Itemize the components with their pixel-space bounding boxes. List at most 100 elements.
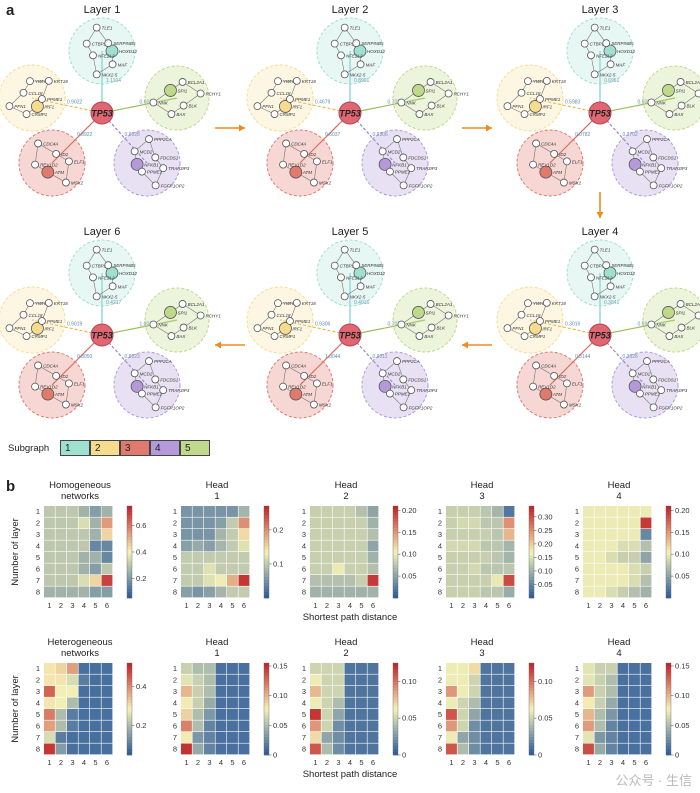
layer-title: Layer 2 xyxy=(332,4,369,16)
gene-node xyxy=(196,311,205,320)
gene-node xyxy=(647,98,656,107)
gene-node xyxy=(524,77,532,86)
heatmap-cell xyxy=(55,575,67,586)
colorbar-label: 0 xyxy=(273,751,277,760)
y-tick: 6 xyxy=(575,565,579,574)
heatmap-cell xyxy=(344,517,356,529)
gene-node xyxy=(44,298,53,307)
colorbar-label: 0.10 xyxy=(273,691,288,700)
heatmap-cell xyxy=(457,732,469,743)
gene-node xyxy=(412,306,425,319)
gene-node xyxy=(524,299,532,308)
gene-node xyxy=(38,95,46,103)
colorbar-label: 0.05 xyxy=(402,714,417,723)
heatmap-cell xyxy=(90,506,101,517)
gene-label: ATM xyxy=(302,170,312,175)
gene-label: TLE1 xyxy=(102,248,113,253)
colorbar-label: 0.20 xyxy=(675,506,690,515)
heatmap-cell xyxy=(469,674,480,686)
heatmap-cell xyxy=(367,743,379,755)
colorbar-segment xyxy=(666,748,671,753)
colorbar-frame xyxy=(126,662,133,756)
heatmap-cell xyxy=(67,563,78,575)
gene-node xyxy=(253,102,262,111)
hub-node xyxy=(588,323,612,347)
gene-node xyxy=(649,153,658,162)
heatmap-cell xyxy=(503,743,515,755)
colorbar-segment xyxy=(529,693,534,698)
heatmap-cell xyxy=(204,686,215,697)
colorbar-segment xyxy=(264,573,269,577)
gene-node xyxy=(602,39,611,48)
heatmap-cell xyxy=(67,552,78,563)
colorbar-segment xyxy=(264,702,269,707)
gene-label: NFE2L2 xyxy=(596,275,613,280)
gene-node xyxy=(393,135,401,143)
x-tick: 1 xyxy=(449,601,453,610)
hub-edge xyxy=(279,97,351,114)
gene-node xyxy=(138,167,146,176)
colorbar-segment xyxy=(666,705,671,710)
y-tick: 7 xyxy=(575,576,579,585)
heatmap-cell xyxy=(321,674,333,686)
gene-label: PPP2CA xyxy=(154,137,172,142)
heatmap-cell xyxy=(78,552,90,563)
colorbar-segment xyxy=(666,712,671,716)
heatmap-cell xyxy=(310,552,321,563)
heatmap-cell xyxy=(629,663,640,674)
heatmap-cell xyxy=(333,743,344,755)
heatmap-cell xyxy=(78,517,90,529)
gene-node xyxy=(399,375,408,384)
gene-label: IRF1 xyxy=(44,326,54,331)
colorbar-segment xyxy=(127,570,132,574)
colorbar-segment xyxy=(393,576,398,580)
colorbar-segment xyxy=(666,751,671,756)
heatmap-cell xyxy=(204,563,215,575)
gene-label: KRT18 xyxy=(552,79,566,84)
heatmap-cell xyxy=(321,540,333,552)
colorbar-label: 0.15 xyxy=(273,662,288,671)
heatmap-cell xyxy=(90,563,101,575)
subgraph-legend: Subgraph 1 2 3 4 5 xyxy=(0,440,230,460)
gene-node xyxy=(397,98,406,107)
edge-weight: 0.6037 xyxy=(325,132,341,138)
heatmap-cell xyxy=(181,540,192,552)
colorbar-segment xyxy=(529,699,534,704)
colorbar-segment xyxy=(393,518,398,522)
gene-node xyxy=(580,261,589,270)
heatmap-cell xyxy=(606,517,617,529)
y-tick: 5 xyxy=(36,553,40,562)
colorbar-segment xyxy=(264,542,269,547)
y-tick: 7 xyxy=(36,733,40,742)
gene-node xyxy=(104,261,113,270)
heatmap-cell xyxy=(181,517,192,529)
colorbar-segment xyxy=(264,579,269,583)
flow-arrow-head xyxy=(462,341,468,349)
subgraph-5 xyxy=(144,65,210,131)
heatmap-cell xyxy=(344,529,356,540)
colorbar-segment xyxy=(529,576,534,580)
hub-edge xyxy=(101,97,178,114)
heatmap-title-2: 3 xyxy=(479,648,484,659)
gene-label: IRF1 xyxy=(542,326,552,331)
flow-arrow-head xyxy=(596,212,604,218)
heatmap-cell xyxy=(446,563,457,575)
gene-node xyxy=(590,292,599,301)
colorbar-segment xyxy=(529,727,534,731)
gene-label: PPME1 xyxy=(545,319,561,324)
colorbar-label: 0.05 xyxy=(273,721,288,730)
colorbar-segment xyxy=(529,518,534,522)
colorbar-segment xyxy=(666,521,671,525)
heatmap-cell xyxy=(227,517,238,529)
gene-label: FGFR1OP2 xyxy=(161,405,185,410)
heatmap-title-2: 1 xyxy=(214,491,219,502)
network-layer-2: Layer 20.8901HOXD12MAFNKX2-5NFE2L2CTBP2T… xyxy=(246,4,469,197)
heatmap-title-2: networks xyxy=(61,491,99,502)
colorbar-segment xyxy=(127,573,132,577)
gene-label: ID2 xyxy=(559,374,567,379)
heatmap-cell xyxy=(101,663,113,674)
heatmap-cell xyxy=(492,540,503,552)
heatmap-cell xyxy=(215,540,227,552)
heatmap-cell xyxy=(90,540,101,552)
heatmap-cell xyxy=(640,540,652,552)
